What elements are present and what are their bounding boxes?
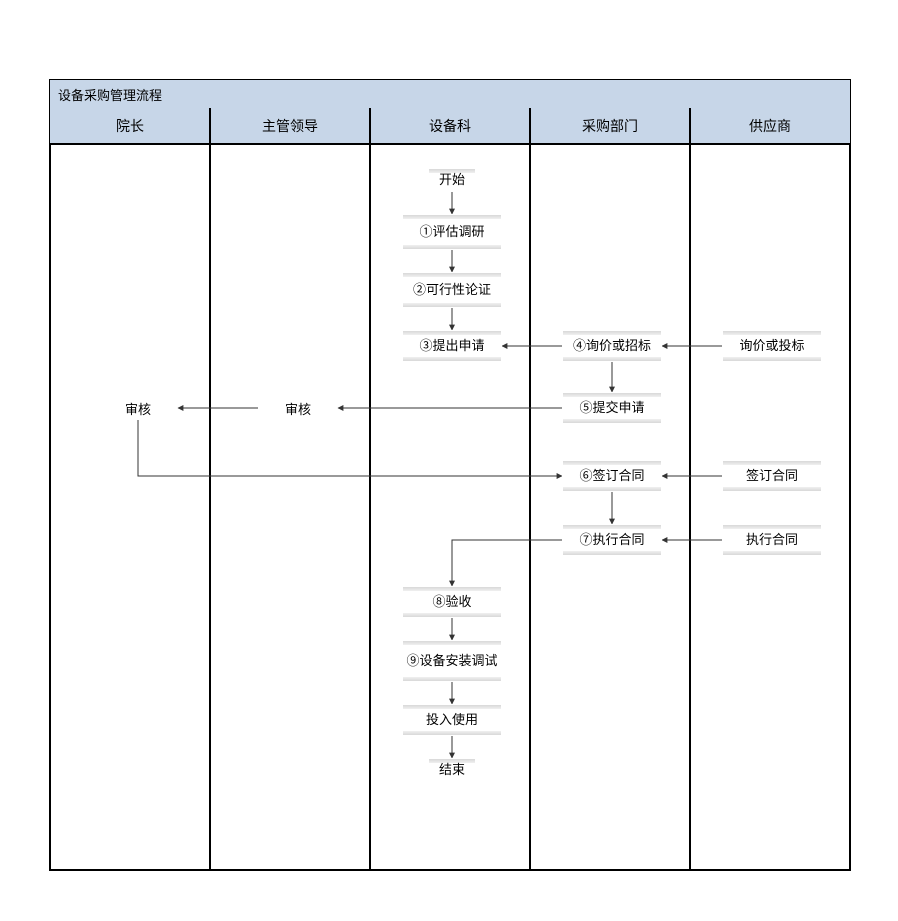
- node-accent-bottom: [403, 303, 501, 307]
- lane-header-lane1: 院长: [50, 108, 210, 144]
- lane-header-lane3: 设备科: [370, 108, 530, 144]
- node-label: ⑤提交申请: [575, 400, 648, 416]
- node-accent-bottom: [723, 551, 821, 555]
- lane-label: 设备科: [429, 116, 471, 136]
- node-n5: ⑤提交申请: [562, 392, 662, 424]
- node-accent-top: [723, 525, 821, 529]
- node-accent-bottom: [403, 677, 501, 681]
- node-accent-top: [403, 641, 501, 645]
- node-accent-bottom: [403, 613, 501, 617]
- node-label: ③提出申请: [415, 338, 488, 354]
- node-n10: 投入使用: [402, 704, 502, 736]
- node-n4: ④询价或招标: [562, 330, 662, 362]
- node-n7: ⑦执行合同: [562, 524, 662, 556]
- node-accent-top: [403, 215, 501, 219]
- lane-header-lane4: 采购部门: [530, 108, 690, 144]
- node-accent-bottom: [403, 357, 501, 361]
- node-s7: 执行合同: [722, 524, 822, 556]
- node-accent-top: [403, 331, 501, 335]
- node-label: 审核: [281, 399, 315, 418]
- node-accent-top: [403, 587, 501, 591]
- node-start: 开始: [428, 168, 476, 192]
- node-label: 执行合同: [742, 532, 802, 548]
- lane-label: 院长: [116, 116, 144, 136]
- node-accent-bottom: [723, 357, 821, 361]
- node-accent-bottom: [563, 487, 661, 491]
- node-n9: ⑨设备安装调试: [402, 640, 502, 682]
- node-r1: 审核: [98, 396, 178, 420]
- node-label: 结束: [435, 762, 469, 778]
- node-accent-top: [403, 705, 501, 709]
- node-s4: 询价或投标: [722, 330, 822, 362]
- node-accent-top: [723, 331, 821, 335]
- lane-label: 主管领导: [262, 116, 318, 136]
- node-accent-bottom: [723, 487, 821, 491]
- title-text: 设备采购管理流程: [58, 85, 162, 104]
- node-label: ⑦执行合同: [575, 532, 648, 548]
- lane-label: 采购部门: [582, 116, 638, 136]
- node-label: ②可行性论证: [409, 282, 495, 298]
- node-accent-top: [723, 461, 821, 465]
- node-accent-bottom: [403, 245, 501, 249]
- node-label: 投入使用: [422, 712, 482, 728]
- node-accent-top: [563, 461, 661, 465]
- node-accent-bottom: [563, 419, 661, 423]
- title-bar: 设备采购管理流程: [50, 80, 850, 108]
- node-n3: ③提出申请: [402, 330, 502, 362]
- node-accent-top: [563, 331, 661, 335]
- node-n6: ⑥签订合同: [562, 460, 662, 492]
- node-n2: ②可行性论证: [402, 272, 502, 308]
- lane-header-lane2: 主管领导: [210, 108, 370, 144]
- node-label: 签订合同: [742, 468, 802, 484]
- node-label: 开始: [435, 172, 469, 188]
- diagram-container: 设备采购管理流程 院长 主管领导 设备科 采购部门 供应商 开始 ①评估调研 ②可行性论证 ③…: [0, 0, 898, 921]
- node-accent-bottom: [563, 357, 661, 361]
- node-accent-top: [563, 525, 661, 529]
- node-n1: ①评估调研: [402, 214, 502, 250]
- node-accent-bottom: [403, 731, 501, 735]
- node-n8: ⑧验收: [402, 586, 502, 618]
- node-r2: 审核: [258, 396, 338, 420]
- node-label: ⑧验收: [428, 594, 475, 610]
- node-accent-top: [563, 393, 661, 397]
- lane-header-lane5: 供应商: [690, 108, 850, 144]
- node-label: 审核: [121, 399, 155, 418]
- node-end: 结束: [428, 758, 476, 782]
- node-label: ①评估调研: [415, 224, 488, 240]
- node-s6: 签订合同: [722, 460, 822, 492]
- node-label: ④询价或招标: [569, 338, 655, 354]
- node-label: 询价或投标: [735, 338, 808, 354]
- lane-label: 供应商: [749, 116, 791, 136]
- node-accent-bottom: [563, 551, 661, 555]
- node-label: ⑥签订合同: [575, 468, 648, 484]
- node-label: ⑨设备安装调试: [402, 653, 501, 669]
- node-accent-top: [403, 273, 501, 277]
